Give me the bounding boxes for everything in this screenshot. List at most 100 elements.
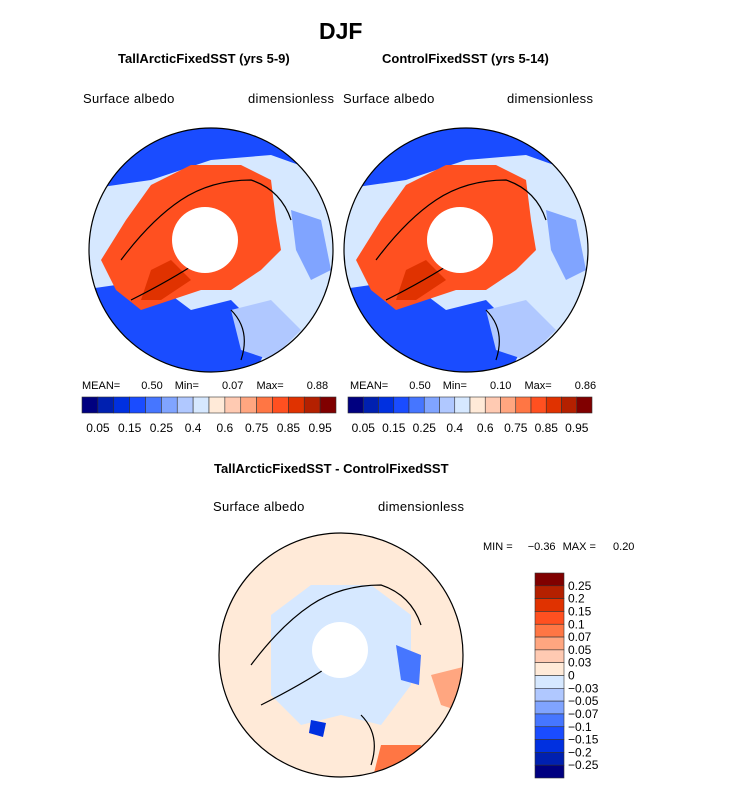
colorbar-tick-label: −0.15 (568, 733, 599, 747)
colorbar-cell (484, 396, 501, 414)
colorbar-tick-label: −0.05 (568, 694, 599, 708)
panel3-stats: MIN = −0.36 MAX = 0.20 (483, 541, 634, 553)
panel1-units: dimensionless (248, 91, 335, 106)
panel2-units: dimensionless (507, 91, 594, 106)
colorbar-difference: 0.250.20.150.10.070.050.030−0.03−0.05−0.… (534, 572, 599, 779)
colorbar-cell (534, 764, 565, 779)
map-border (88, 127, 334, 373)
colorbar-cell (129, 396, 146, 414)
panel1-title: TallArcticFixedSST (yrs 5-9) (118, 51, 290, 66)
colorbar-cell (362, 396, 379, 414)
colorbar-cell (534, 700, 565, 715)
max-label: Max= (524, 380, 552, 392)
colorbar-cell (378, 396, 395, 414)
colorbar-cell (408, 396, 425, 414)
colorbar-tick-label: 0.05 (352, 421, 376, 435)
max-value: 0.88 (306, 380, 329, 392)
colorbar-cell (534, 688, 565, 702)
colorbar-tick-label: 0.15 (568, 604, 592, 618)
colorbar-cell (534, 572, 565, 587)
polar-hole (312, 622, 368, 678)
colorbar-cell (439, 396, 456, 414)
colorbar-tick-label: 0.6 (217, 421, 234, 435)
colorbar-tick-label: 0.03 (568, 656, 592, 670)
coast-region (231, 300, 301, 360)
colorbar: 0.05 0.15 0.25 0.4 0.6 0.75 0.85 0.95 (347, 396, 593, 435)
panel2-title: ControlFixedSST (yrs 5-14) (382, 51, 549, 66)
max-label: MAX = (562, 541, 596, 553)
polar-map (88, 127, 334, 373)
colorbar-tick-label: 0.05 (568, 643, 592, 657)
max-label: Max= (256, 380, 284, 392)
colorbar-cell (534, 662, 565, 676)
colorbar-cell (272, 396, 289, 414)
colorbar-tick-label: −0.25 (568, 758, 599, 772)
colorbar-cell (534, 649, 565, 663)
colorbar-tick-label: 0.15 (382, 421, 406, 435)
colorbar-cell (530, 396, 547, 414)
colorbar-cell (454, 396, 471, 414)
colorbar-cell (145, 396, 162, 414)
colorbar-cell (161, 396, 178, 414)
panel2-variable: Surface albedo (343, 91, 435, 106)
colorbar-tick-label: 0.85 (277, 421, 301, 435)
colorbar-cell (500, 396, 517, 414)
colorbar-cell (176, 396, 194, 414)
polar-hole (427, 207, 493, 273)
colorbar-cell (393, 396, 410, 414)
colorbar-tick-label: 0.25 (150, 421, 174, 435)
colorbar-tick-label: 0.75 (504, 421, 528, 435)
colorbar-tick-label: 0.25 (568, 579, 592, 593)
colorbar-cell (534, 623, 565, 638)
colorbar-tick-label: 0.15 (118, 421, 142, 435)
panel3-units: dimensionless (378, 499, 465, 514)
strong-negative-spot (309, 720, 326, 737)
colorbar-cell (256, 396, 273, 414)
colorbar-tick-label: 0.95 (308, 421, 332, 435)
colorbar-tick-label: 0.95 (565, 421, 589, 435)
colorbar-cell (240, 396, 257, 414)
colorbar-cell (534, 713, 565, 728)
polar-map (343, 127, 589, 373)
colorbar-cell (534, 675, 565, 689)
panel1-stats: MEAN= 0.50 Min= 0.07 Max= 0.88 (82, 380, 328, 392)
min-label: Min= (174, 380, 199, 392)
mean-value: 0.50 (141, 380, 163, 392)
colorbar-cell (561, 396, 578, 414)
min-value: 0.10 (489, 380, 512, 392)
min-label: MIN = (483, 541, 513, 553)
colorbar-cell (224, 396, 242, 414)
panel3-title: TallArcticFixedSST - ControlFixedSST (214, 461, 449, 476)
colorbar-tick-label: −0.03 (568, 681, 599, 695)
colorbar-cell (534, 636, 565, 651)
mid-albedo-region (291, 210, 331, 280)
panel2-stats: MEAN= 0.50 Min= 0.10 Max= 0.86 (350, 380, 596, 392)
colorbar-tick-label: 0.4 (185, 421, 202, 435)
colorbar-tick-label: 0 (568, 669, 575, 683)
panel3-variable: Surface albedo (213, 499, 305, 514)
colorbar-tick-label: 0.6 (477, 421, 494, 435)
colorbar-cell (347, 396, 364, 414)
colorbar-cell (515, 396, 532, 414)
mid-albedo-region (546, 210, 586, 280)
colorbar: 0.05 0.15 0.25 0.4 0.6 0.75 0.85 0.95 (81, 396, 337, 435)
colorbar-tick-label: 0.85 (535, 421, 559, 435)
colorbar-cell (534, 726, 565, 740)
colorbar-cell (303, 396, 321, 414)
colorbar-tick-label: −0.07 (568, 707, 599, 721)
min-value: 0.07 (221, 380, 244, 392)
panel1-variable: Surface albedo (83, 91, 175, 106)
colorbar-cell (81, 396, 99, 414)
colorbar-tick-label: −0.2 (568, 745, 592, 759)
colorbar-cell (319, 396, 337, 414)
min-value: −0.36 (527, 541, 556, 553)
colorbar-cell (288, 396, 305, 414)
mean-value: 0.50 (409, 380, 431, 392)
colorbar-cell (192, 396, 210, 414)
mean-label: MEAN= (350, 380, 389, 392)
very-high-albedo (141, 260, 191, 300)
colorbar-tick-label: 0.2 (568, 592, 585, 606)
coast-region (486, 300, 556, 360)
